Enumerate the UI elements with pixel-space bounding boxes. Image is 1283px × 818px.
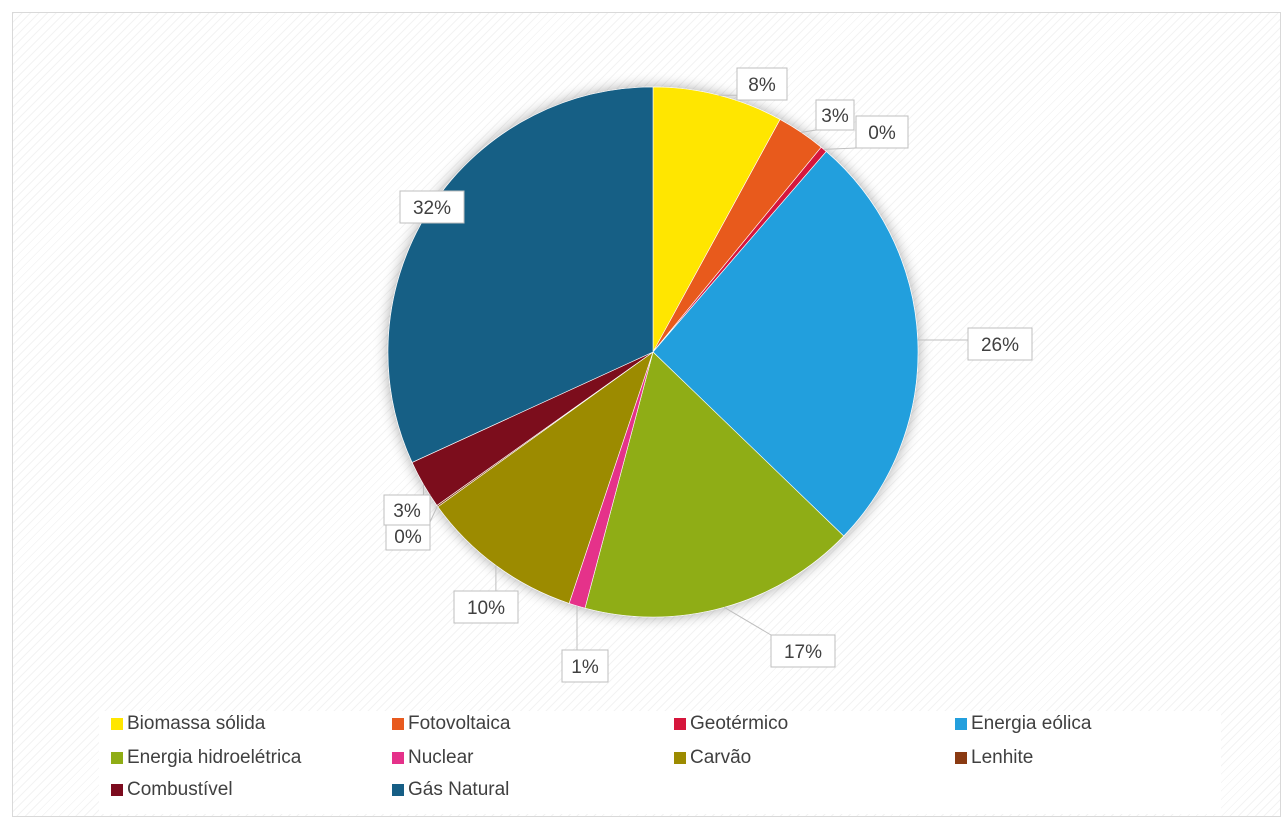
pie-slice-1 — [652, 86, 781, 353]
data-label-box — [561, 649, 609, 683]
legend-swatch — [674, 718, 686, 730]
legend-label: Fotovoltaica — [408, 713, 511, 734]
legend-swatch — [392, 752, 404, 764]
leader-line-8 — [429, 505, 438, 523]
legend-label: Energia hidroelétrica — [127, 747, 302, 768]
chart-area: 8% 3% 0% 26% 17% 1% 10% 0% 3% 32% Biomassa sólida… — [12, 12, 1281, 817]
legend-item: Combustível — [111, 778, 233, 802]
data-label-3: 0% — [855, 115, 909, 149]
data-label-9: 3% — [383, 494, 431, 526]
leader-line-3 — [823, 147, 857, 150]
data-label-box — [855, 115, 909, 149]
data-label-text: 3% — [821, 106, 849, 127]
pie-slice-7 — [437, 351, 654, 604]
data-label-box — [815, 99, 855, 131]
legend-swatch — [955, 718, 967, 730]
legend-swatch — [392, 784, 404, 796]
legend-label: Energia eólica — [971, 713, 1092, 734]
data-label-box — [736, 67, 788, 101]
data-label-text: 10% — [467, 598, 505, 619]
legend-item: Fotovoltaica — [392, 712, 510, 736]
legend-swatch — [392, 718, 404, 730]
pie-slice-5 — [584, 351, 845, 618]
legend-item: Energia eólica — [955, 712, 1091, 736]
legend-swatch — [111, 752, 123, 764]
legend-item: Carvão — [674, 746, 751, 770]
data-label-box — [770, 634, 836, 668]
data-label-text: 0% — [868, 123, 896, 144]
data-label-text: 32% — [413, 198, 451, 219]
legend-label: Carvão — [690, 747, 752, 768]
legend-swatch — [674, 752, 686, 764]
legend-label: Geotérmico — [690, 713, 789, 734]
data-label-6: 1% — [561, 649, 609, 683]
legend-item: Gás Natural — [392, 778, 509, 802]
data-label-box — [385, 521, 431, 551]
data-label-box — [453, 590, 519, 624]
legend-item: Geotérmico — [674, 712, 788, 736]
legend-item: Nuclear — [392, 746, 473, 770]
data-label-text: 8% — [748, 75, 776, 96]
legend-label: Lenhite — [971, 747, 1034, 768]
legend-swatch — [111, 784, 123, 796]
data-label-1: 8% — [736, 67, 788, 101]
legend-swatch — [111, 718, 123, 730]
data-label-4: 26% — [967, 327, 1033, 361]
legend-swatch — [955, 752, 967, 764]
data-label-5: 17% — [770, 634, 836, 668]
legend-label: Nuclear — [408, 747, 474, 768]
legend-label: Combustível — [127, 779, 233, 800]
data-label-box — [399, 190, 465, 224]
leader-line-5 — [723, 606, 772, 636]
data-label-8: 0% — [385, 521, 431, 551]
data-label-text: 1% — [571, 657, 599, 678]
data-label-text: 26% — [981, 335, 1019, 356]
data-label-text: 17% — [784, 642, 822, 663]
data-label-10: 32% — [399, 190, 465, 224]
leader-line-2 — [801, 129, 817, 133]
data-label-2: 3% — [815, 99, 855, 131]
data-label-box — [383, 494, 431, 526]
data-label-text: 0% — [394, 527, 422, 548]
legend-label: Gás Natural — [408, 779, 510, 800]
data-label-text: 3% — [393, 501, 421, 522]
legend-item: Energia hidroelétrica — [111, 746, 301, 770]
data-label-box — [967, 327, 1033, 361]
legend-label: Biomassa sólida — [127, 713, 266, 734]
pie-chart: 8% 3% 0% 26% 17% 1% 10% 0% 3% 32% — [383, 67, 1033, 683]
legend: Biomassa sólida Fotovoltaica Geotérmico Ene… — [99, 711, 1221, 814]
data-label-7: 10% — [453, 590, 519, 624]
legend-item: Lenhite — [955, 746, 1033, 770]
legend-item: Biomassa sólida — [111, 712, 265, 736]
